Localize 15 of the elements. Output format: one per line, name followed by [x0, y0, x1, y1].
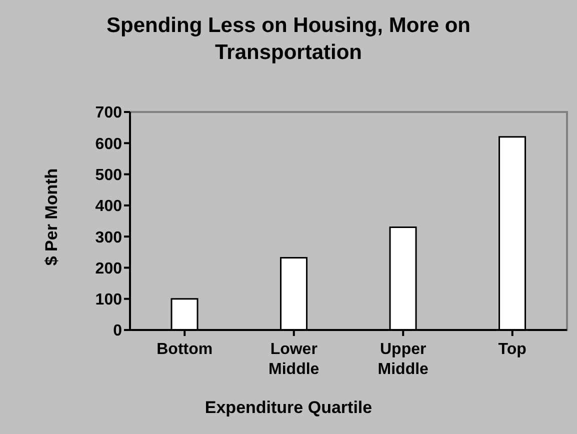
y-tick-label: 600: [95, 136, 122, 153]
y-tick-label: 200: [95, 260, 122, 278]
y-axis-title: $ Per Month: [42, 168, 62, 266]
x-tick-label: Top: [498, 341, 527, 358]
y-tick-label: 0: [113, 322, 122, 340]
x-tick-label: Lower Middle: [268, 341, 320, 378]
y-tick-label: 300: [95, 229, 122, 246]
x-tick-label: Bottom: [156, 341, 213, 358]
x-tick-label: Upper Middle: [378, 341, 429, 378]
x-axis-title: Expenditure Quartile: [204, 398, 374, 418]
y-tick-label: 100: [95, 292, 122, 309]
y-tick-label: 700: [95, 104, 122, 122]
chart-title: Spending Less on Housing, More on Transportation: [105, 13, 472, 66]
y-tick-label: 500: [95, 166, 122, 184]
y-tick-label: 400: [95, 198, 122, 216]
